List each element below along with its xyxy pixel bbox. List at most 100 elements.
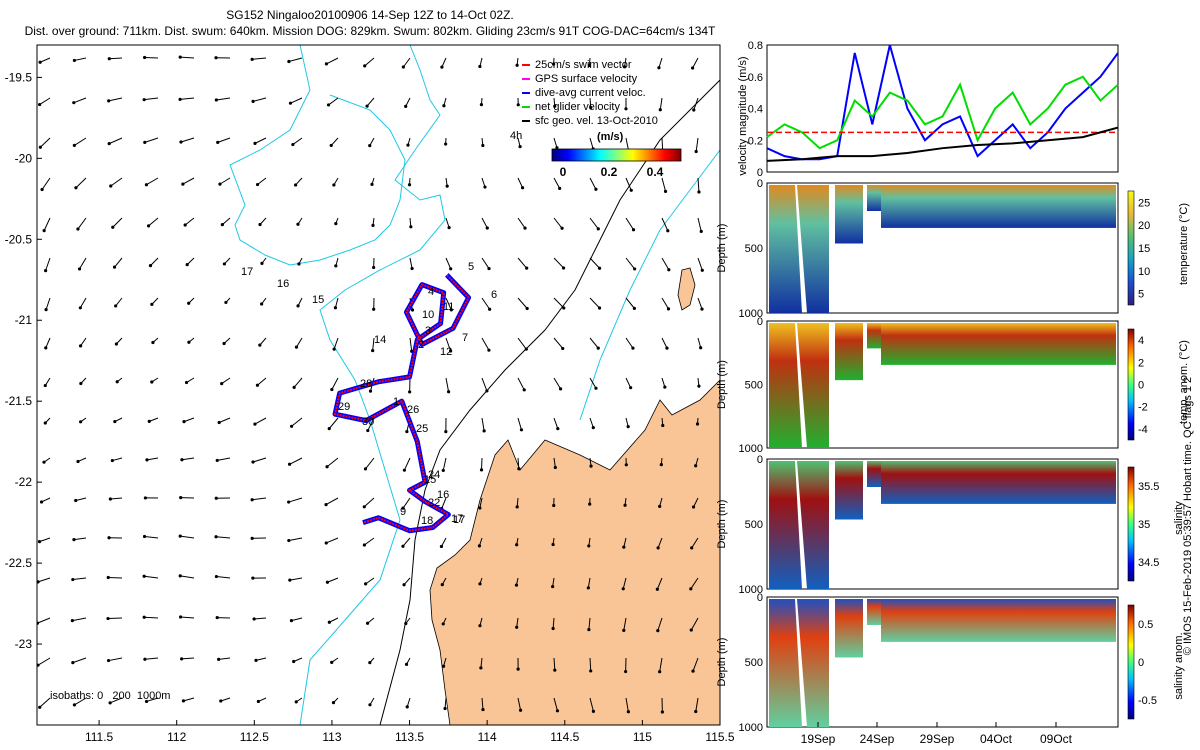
- geo-velocity-arrowhead: [482, 429, 486, 433]
- geo-velocity-arrowhead: [370, 182, 374, 186]
- geo-velocity-arrow: [39, 697, 51, 708]
- geo-velocity-arrowhead: [332, 183, 336, 187]
- geo-velocity-arrowhead: [150, 380, 154, 384]
- geo-velocity-arrow: [409, 337, 413, 352]
- geo-velocity-arrowhead: [255, 182, 260, 187]
- geo-velocity-arrow: [75, 177, 87, 189]
- geo-velocity-arrowhead: [146, 224, 151, 228]
- geo-velocity-arrowhead: [70, 619, 74, 623]
- geo-velocity-arrowhead: [560, 226, 564, 230]
- geo-velocity-arrow: [623, 617, 627, 631]
- geo-velocity-arrowhead: [224, 300, 228, 305]
- geo-velocity-arrow: [692, 57, 699, 69]
- geo-velocity-arrowhead: [178, 55, 182, 59]
- geo-velocity-arrowhead: [217, 657, 221, 661]
- geo-velocity-arrow: [180, 535, 195, 539]
- section-ytick-label: 1000: [739, 584, 763, 596]
- geo-velocity-arrowhead: [42, 460, 46, 464]
- geo-velocity-arrowhead: [114, 304, 118, 308]
- geo-velocity-arrowhead: [478, 582, 482, 586]
- section-colorbar-tick: 20: [1138, 220, 1150, 232]
- geo-velocity-arrowhead: [79, 381, 83, 386]
- geo-velocity-arrow: [216, 576, 231, 579]
- geo-velocity-arrowhead: [587, 63, 592, 68]
- section-colorbar-tick: 35.5: [1138, 481, 1159, 493]
- isobath-plateau: [229, 45, 406, 266]
- map-xtick-label: 112.5: [240, 730, 269, 744]
- geo-velocity-arrow: [659, 97, 663, 110]
- geo-velocity-arrowhead: [371, 223, 375, 227]
- geo-velocity-arrow: [657, 617, 663, 631]
- geo-velocity-arrow: [367, 417, 375, 431]
- geo-velocity-arrowhead: [184, 380, 189, 385]
- isobath-1000m: [299, 45, 446, 725]
- geo-velocity-arrowhead: [553, 104, 557, 108]
- geo-velocity-arrowhead: [519, 428, 524, 432]
- geo-velocity-arrowhead: [178, 534, 182, 538]
- geo-velocity-arrowhead: [372, 307, 376, 311]
- geo-velocity-arrow: [479, 497, 483, 509]
- geo-velocity-arrow: [217, 137, 231, 143]
- geo-velocity-arrowhead: [107, 142, 111, 146]
- geo-velocity-arrow: [109, 697, 123, 704]
- chart-title: SG152 Ningaloo20100906 14-Sep 12Z to 14-…: [226, 8, 514, 22]
- legend-entry: 25cm/s swim vector: [522, 58, 658, 72]
- geo-velocity-arrow: [220, 697, 231, 702]
- map-ytick-label: -21: [15, 313, 33, 327]
- geo-velocity-arrow: [112, 217, 123, 228]
- map-xtick-label: 113.5: [395, 730, 424, 744]
- geo-velocity-arrowhead: [478, 506, 482, 510]
- geo-velocity-arrowhead: [588, 502, 592, 506]
- geo-velocity-arrowhead: [479, 103, 484, 107]
- geo-velocity-arrowhead: [402, 468, 407, 472]
- geo-velocity-arrowhead: [667, 268, 671, 272]
- track-day-label: 10: [422, 309, 434, 321]
- geo-velocity-arrow: [110, 497, 123, 500]
- colorbar-title: (m/s): [597, 131, 624, 143]
- geo-velocity-arrowhead: [112, 265, 117, 269]
- velocity-ytick-label: 0.4: [748, 104, 763, 116]
- geo-velocity-arrowhead: [142, 534, 147, 539]
- geo-velocity-arrowhead: [215, 458, 219, 463]
- geo-velocity-arrow: [481, 697, 484, 710]
- map-xtick-label: 114: [478, 730, 497, 744]
- geo-velocity-arrow: [333, 337, 339, 350]
- geo-velocity-arrowhead: [551, 626, 555, 631]
- geo-velocity-arrowhead: [145, 458, 149, 462]
- geo-velocity-arrow: [74, 137, 87, 146]
- geo-velocity-arrow: [329, 617, 339, 623]
- geo-velocity-arrow: [480, 657, 483, 668]
- geo-velocity-arrowhead: [439, 544, 444, 549]
- geo-velocity-arrowhead: [700, 268, 704, 272]
- legend-label: dive-avg current veloc.: [535, 87, 646, 99]
- geo-velocity-arrow: [481, 257, 490, 269]
- geo-velocity-arrowhead: [402, 583, 406, 587]
- date-xtick-label: 29Sep: [920, 732, 955, 746]
- geo-velocity-arrowhead: [689, 628, 693, 632]
- geo-velocity-arrow: [553, 657, 556, 671]
- section-colorbar-tick: -2: [1138, 402, 1148, 414]
- geo-velocity-arrow: [326, 57, 339, 65]
- legend-swatch-icon: [522, 120, 530, 123]
- legend-entry: GPS surface velocity: [522, 72, 658, 86]
- geo-velocity-arrowhead: [445, 184, 449, 188]
- geo-velocity-arrowhead: [622, 628, 626, 632]
- geo-velocity-arrowhead: [327, 620, 331, 624]
- geo-velocity-arrowhead: [663, 189, 668, 193]
- geo-velocity-arrowhead: [661, 423, 665, 428]
- geo-velocity-arrow: [148, 217, 159, 227]
- geo-velocity-arrowhead: [524, 347, 528, 351]
- geo-velocity-arrow: [589, 137, 594, 150]
- geo-velocity-arrowhead: [287, 500, 291, 504]
- geo-velocity-arrowhead: [142, 574, 146, 578]
- geo-velocity-arrow: [291, 617, 303, 622]
- geo-velocity-arrow: [183, 697, 195, 702]
- geo-velocity-arrow: [181, 657, 195, 660]
- section-shallow-dive: [835, 185, 863, 244]
- geo-velocity-arrowhead: [38, 145, 42, 149]
- geo-velocity-arrow: [589, 697, 594, 712]
- geo-velocity-arrow: [334, 297, 339, 308]
- geo-velocity-arrowhead: [114, 342, 118, 346]
- geo-velocity-arrowhead: [331, 701, 336, 705]
